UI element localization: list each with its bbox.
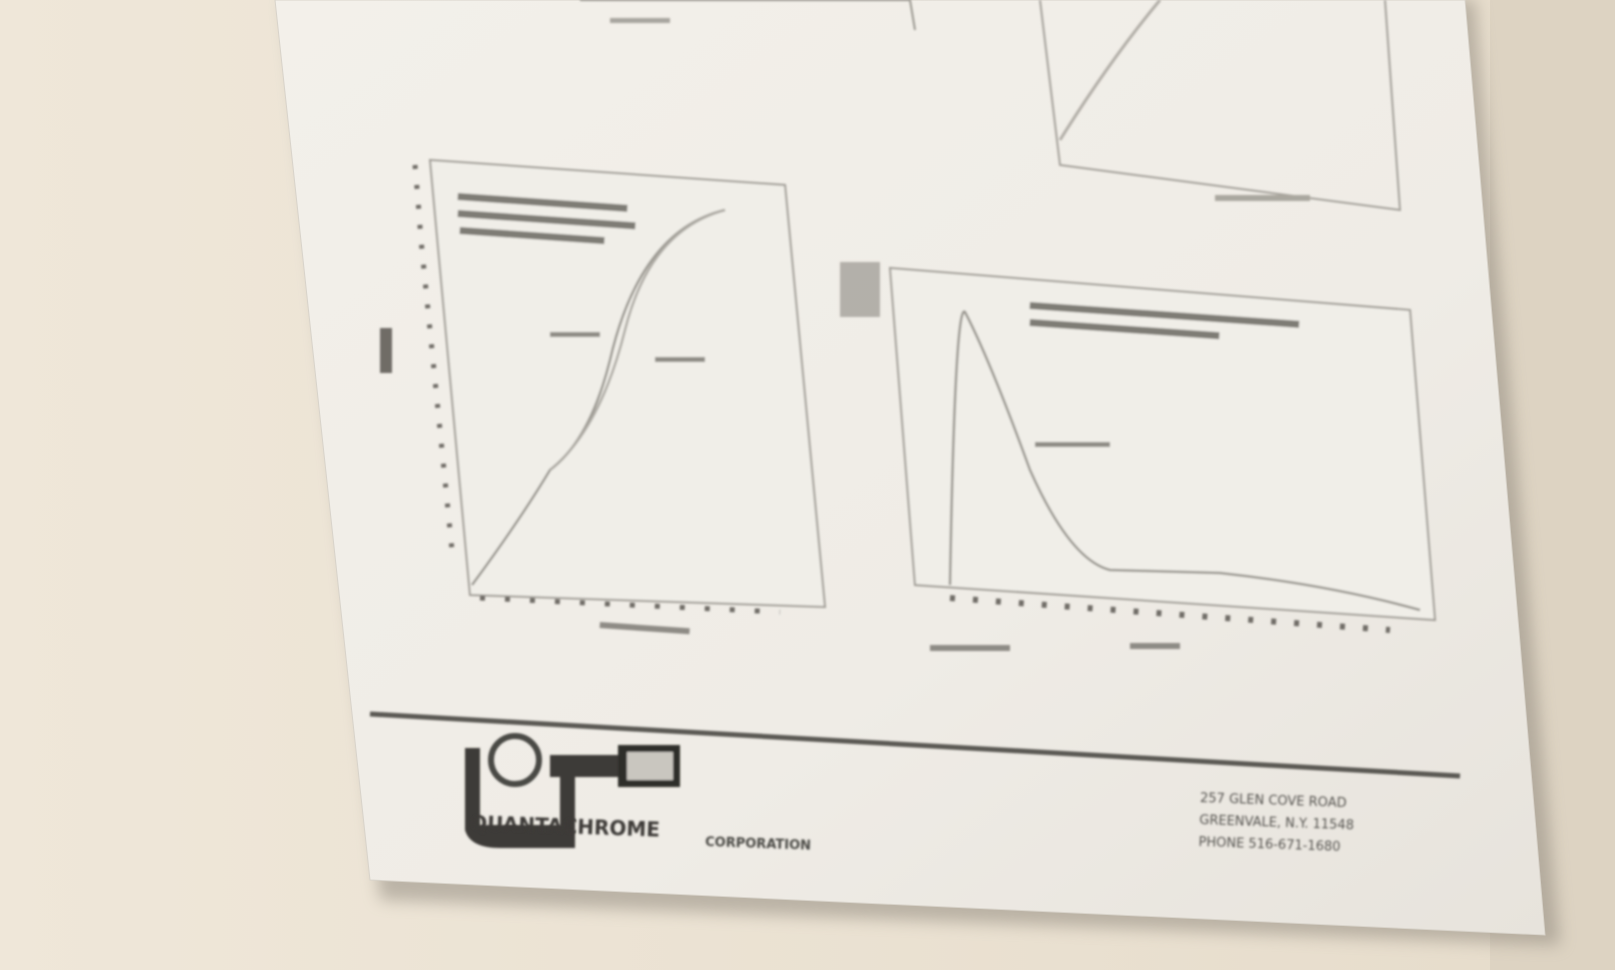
logo-window [627, 752, 673, 780]
y-label-blur [840, 262, 880, 317]
x-label-blur [599, 622, 690, 635]
y-ticks-blur [412, 164, 456, 561]
distribution-chart-frame [888, 266, 1437, 622]
axis-label-blur [610, 18, 670, 23]
chart-note-blur [457, 210, 636, 230]
curve [1058, 0, 1162, 141]
x-label-blur [930, 645, 1010, 651]
annotation-blur [655, 357, 705, 362]
annotation-blur [550, 332, 600, 337]
desorption-curve [549, 208, 726, 471]
partial-chart-frame [1039, 0, 1402, 212]
axis-label-blur [1215, 195, 1310, 201]
y-label-blur [380, 328, 392, 373]
address-line: PHONE 516-671-1680 [1198, 835, 1340, 855]
address-line: 257 GLEN COVE ROAD [1200, 791, 1347, 811]
chart-note-blur [459, 226, 605, 245]
address: 257 GLEN COVE ROAD GREENVALE, N.Y. 11548… [1198, 791, 1354, 855]
charts [380, 0, 1437, 651]
chart-note-blur [1029, 302, 1300, 328]
chart-note-blur [457, 193, 628, 212]
logo-mark [465, 748, 575, 848]
chart-note-blur [1029, 319, 1220, 340]
x-ticks-blur [479, 595, 781, 615]
x-ticks-blur [949, 595, 1391, 633]
adsorption-curve [470, 208, 726, 586]
logo [465, 733, 680, 848]
isotherm-chart-frame [428, 158, 827, 609]
company-suffix: CORPORATION [705, 835, 811, 854]
footer-rule [369, 711, 1461, 779]
distribution-curve [948, 310, 1421, 612]
address-line: GREENVALE, N.Y. 11548 [1199, 813, 1354, 833]
annotation-blur [1035, 442, 1110, 447]
logo-gear [488, 733, 542, 787]
x-label-blur [1130, 643, 1180, 649]
logo-bar [550, 755, 620, 777]
partial-chart-frame [580, 0, 916, 31]
